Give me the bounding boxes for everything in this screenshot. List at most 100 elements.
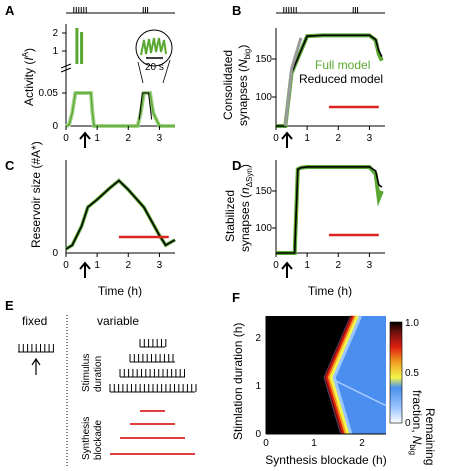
panel-f-colorbar-label-1: Remaining	[423, 408, 437, 465]
panel-label-b: B	[232, 3, 241, 18]
panel-f-colorbar-tick: 0	[405, 418, 411, 429]
x-tick-label: 1	[94, 133, 100, 144]
panel-d-x-label: Time (h)	[308, 284, 352, 298]
panel-a-zoom-scale-label: 20 s	[145, 62, 164, 73]
panel-d: D 100 150 Stabilized synapses (nΔSyn) 0 1…	[223, 158, 385, 298]
panel-f-heatmap	[266, 315, 387, 435]
panel-a-y-tick: 2	[52, 28, 58, 39]
panel-c-stimulus-arrow-icon	[79, 261, 91, 278]
panel-e-synthesis-label-2: blockade	[93, 420, 104, 460]
panel-d-x-ticks: 0 1 2 3	[273, 253, 373, 271]
heatmap-transition-band	[329, 315, 360, 435]
x-tick-label: 1	[304, 260, 310, 271]
panel-label-d: D	[232, 158, 241, 173]
series-reduced-model-line	[65, 179, 176, 250]
panel-a-zoom-trace	[140, 37, 167, 56]
panel-a-y-label: Activity (IA)	[21, 48, 36, 106]
panel-c-x-ticks: 0 1 2 3	[63, 253, 163, 271]
panel-f-y-tick: 1	[255, 381, 261, 392]
series-full-model-line	[276, 164, 384, 255]
x-tick-label: 2	[126, 260, 132, 271]
heatmap-transition-band	[327, 315, 358, 435]
panel-d-y-tick: 100	[255, 223, 272, 234]
panel-a-zoom-inset	[135, 29, 173, 67]
panel-d-y-label-line2: synapses (nΔSyn)	[238, 164, 254, 252]
heatmap-transition-band	[332, 315, 362, 435]
x-tick-label: 3	[157, 260, 163, 271]
x-tick-label: 1	[94, 260, 100, 271]
panel-d-y-tick: 150	[255, 186, 272, 197]
panel-f-colorbar-tick: 1.0	[405, 318, 419, 329]
panel-e-variable-label: variable	[97, 314, 139, 328]
panel-d-stimulus-arrow-icon	[281, 261, 293, 278]
panel-a-y-tick: 0.05	[39, 88, 59, 99]
panel-a-zoom-connector	[162, 59, 171, 84]
panel-b-y-label-line1: Consolidated	[221, 50, 235, 120]
panel-b-y-tick: 150	[255, 54, 272, 65]
panel-a-axis-break	[60, 63, 72, 69]
panel-a-axis-break	[60, 67, 72, 73]
panel-b-stimulus-bar	[276, 7, 385, 14]
heatmap-transition-band	[325, 315, 356, 435]
panel-c-x-label: Time (h)	[98, 284, 142, 298]
x-tick-label: 3	[367, 133, 373, 144]
panel-b: B 100 150 Consolidated synapses (Nbig) F…	[221, 3, 385, 148]
panel-b-y-tick: 100	[255, 92, 272, 103]
x-tick-label: 3	[157, 133, 163, 144]
panel-a-stimulus-arrow-icon	[79, 131, 91, 148]
panel-a-y-tick: 0	[52, 121, 58, 132]
x-tick-label: 2	[336, 260, 342, 271]
x-tick-label: 2	[126, 133, 132, 144]
activity-peak-outline	[138, 92, 153, 120]
panel-c: C 0 Reservoir size (#A*) 0 1 2 3 Time (h)	[5, 141, 176, 298]
panel-a-zoom-connector	[137, 61, 144, 84]
panel-c-y-label: Reservoir size (#A*)	[29, 141, 43, 248]
panel-b-plot-area	[276, 33, 384, 128]
x-tick-label: 2	[336, 133, 342, 144]
panel-d-y-label-line1: Stabilized	[223, 190, 237, 242]
panel-a-x-ticks: 0 1 2 3	[63, 126, 163, 144]
panel-f-x-tick: 0	[263, 438, 269, 449]
panel-e-arrow-icon	[31, 357, 41, 375]
panel-a-plot-area	[65, 28, 175, 128]
series-full-model-band	[65, 91, 175, 128]
series-full-model-line	[65, 178, 176, 251]
series-full-model-line	[65, 92, 175, 127]
panel-f-y-tick: 2	[255, 333, 261, 344]
panel-a-stimulus-bar	[66, 7, 175, 14]
panel-e-fixed-stimulus	[18, 344, 54, 353]
panel-label-f: F	[232, 290, 240, 305]
x-tick-label: 0	[273, 260, 279, 271]
heatmap-transition-band	[323, 315, 354, 435]
panel-c-y-tick: 0	[52, 248, 58, 259]
panel-e-stimulus-variants	[109, 339, 197, 393]
x-tick-label: 0	[273, 133, 279, 144]
x-tick-label: 0	[63, 133, 69, 144]
panel-e-blockade-variants	[110, 410, 195, 455]
panel-e: E fixed variable Stimulus duration Synth…	[5, 298, 197, 468]
panel-f-colorbar-tick: 0.5	[405, 368, 419, 379]
series-rising-grey	[283, 37, 303, 127]
series-reduced-model-line	[276, 166, 383, 254]
panel-e-stimulus-label-2: duration	[93, 356, 104, 392]
panel-label-e: E	[5, 298, 14, 313]
panel-f-x-tick: 2	[359, 438, 365, 449]
panel-label-c: C	[5, 158, 15, 173]
heatmap-diagonal-feature	[332, 379, 387, 407]
panel-e-synthesis-label-1: Synthesis	[81, 417, 92, 460]
panel-f-y-tick: 0	[255, 429, 261, 440]
panel-f-x-label: Synthesis blockade (h)	[265, 453, 386, 467]
panel-c-plot-area	[65, 178, 176, 251]
panel-b-x-ticks: 0 1 2 3	[273, 126, 373, 144]
panel-f-colorbar	[389, 321, 403, 424]
panel-f-colorbar-label-2: fraction,Nbig	[408, 390, 424, 455]
panel-f-x-tick: 1	[311, 438, 317, 449]
legend-full-model: Full model	[315, 58, 370, 72]
panel-a-y-tick: 1	[52, 46, 58, 57]
panel-f: F 0 1 2 0 1 2 Synthesis blockade (h) Sti…	[231, 290, 437, 467]
panel-b-y-label-line2: synapses (Nbig)	[236, 45, 252, 126]
panel-a: A 20 s 0 0.05 1 2 Activity (IA) 0 1 2 3	[5, 3, 175, 148]
panel-d-plot-area	[276, 164, 384, 255]
x-tick-label: 0	[63, 260, 69, 271]
